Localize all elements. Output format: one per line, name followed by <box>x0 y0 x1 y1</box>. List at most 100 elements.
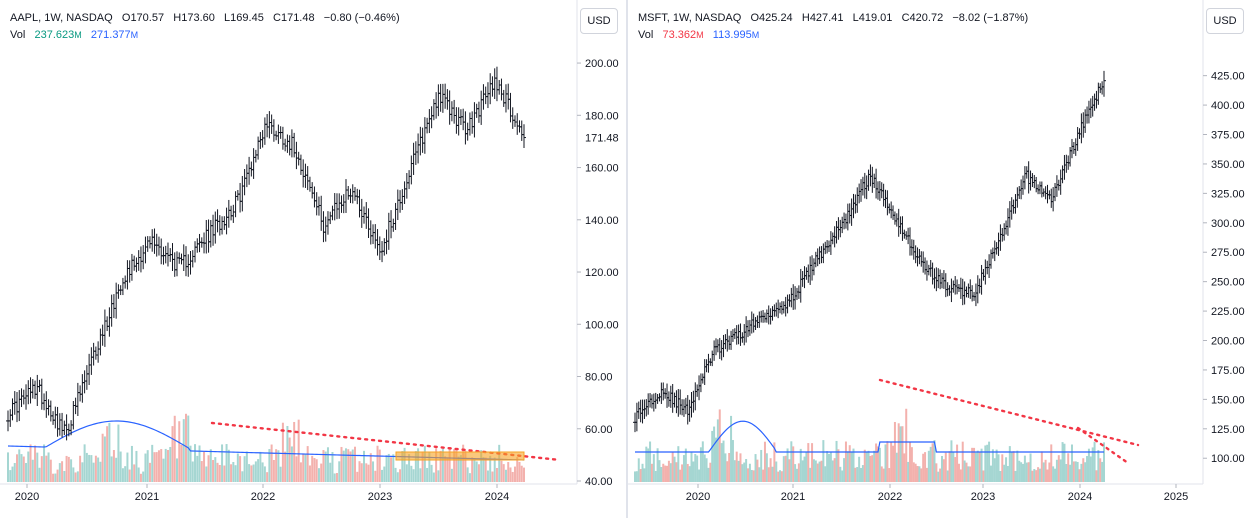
volume-bar <box>157 450 160 482</box>
volume-bar <box>989 465 992 482</box>
y-tick-label: 275.00 <box>1211 247 1245 259</box>
volume-bar <box>858 456 861 482</box>
volume-bar <box>948 451 951 482</box>
volume-bar <box>482 457 485 482</box>
volume-bar <box>884 444 887 482</box>
aapl-low-value: 169.45 <box>230 12 264 24</box>
msft-chart-panel[interactable]: 425.00 400.00 375.00 350.00 325.00 300.00 275.… <box>628 0 1256 518</box>
volume-bar <box>27 451 30 482</box>
volume-bar <box>504 469 507 482</box>
volume-bar <box>878 447 881 482</box>
volume-bar <box>423 445 426 482</box>
volume-bar <box>1097 450 1100 482</box>
volume-bar <box>634 471 636 482</box>
y-tick-label: 200.00 <box>1211 336 1245 348</box>
volume-bar <box>792 446 795 482</box>
volume-bar <box>354 446 357 482</box>
x-tick-label: 2021 <box>135 491 159 503</box>
volume-bar <box>937 471 940 482</box>
volume-bar <box>464 450 467 482</box>
msft-symbol[interactable]: MSFT, 1W, NASDAQ <box>638 12 742 24</box>
volume-bar <box>844 441 847 482</box>
msft-open-label: O <box>750 12 760 24</box>
volume-bar <box>801 460 804 482</box>
volume-bar <box>450 468 453 482</box>
volume-bar <box>820 460 823 482</box>
volume-bar <box>988 441 991 482</box>
volume-bar <box>692 461 695 482</box>
volume-bar <box>645 446 648 482</box>
volume-bar <box>737 460 740 482</box>
volume-bar <box>892 445 895 482</box>
aapl-chart-canvas[interactable]: 200.00 180.00 160.00 140.00 120.00 100.00 80.0… <box>0 0 628 518</box>
volume-bar <box>432 472 435 482</box>
volume-bar <box>232 461 235 482</box>
volume-bar <box>340 446 343 482</box>
msft-high-value: 427.41 <box>809 12 844 24</box>
volume-bar <box>1103 442 1105 482</box>
volume-bar <box>1080 463 1083 482</box>
volume-bar <box>516 457 519 482</box>
aapl-chart-panel[interactable]: 200.00 180.00 160.00 140.00 120.00 100.00 80.0… <box>0 0 628 518</box>
volume-bar <box>1027 462 1030 482</box>
volume-bar <box>1074 461 1077 482</box>
volume-bar <box>387 453 390 482</box>
volume-bar <box>112 450 115 482</box>
volume-bar <box>901 426 904 482</box>
volume-bar <box>448 448 451 482</box>
volume-bar <box>79 455 82 482</box>
volume-bar <box>722 440 725 482</box>
aapl-vol-value: 237.623 <box>34 29 75 41</box>
volume-bar <box>194 444 197 482</box>
volume-bar <box>652 454 655 482</box>
volume-bar <box>376 445 379 482</box>
x-tick-label: 2025 <box>1164 491 1188 503</box>
volume-bar <box>769 458 772 482</box>
volume-bar <box>711 430 714 482</box>
volume-bar <box>180 444 183 482</box>
msft-close-label: C <box>901 12 910 24</box>
volume-bar <box>1048 462 1051 482</box>
volume-bar <box>430 464 433 482</box>
volume-bar <box>257 459 260 482</box>
volume-bar <box>910 447 913 482</box>
aapl-legend: AAPL, 1W, NASDAQ O170.57 H173.60 L169.45… <box>10 10 400 44</box>
volume-bar <box>480 450 483 482</box>
volume-bar <box>279 466 282 482</box>
volume-bar <box>641 463 644 482</box>
y-tick-label: 160.00 <box>585 163 619 175</box>
msft-chart-canvas[interactable]: 425.00 400.00 375.00 350.00 325.00 300.00 275.… <box>628 0 1256 518</box>
volume-bar <box>153 452 156 482</box>
volume-bar <box>18 449 21 482</box>
volume-bar <box>662 463 665 482</box>
msft-high-label: H <box>801 12 810 24</box>
volume-bar <box>128 469 131 482</box>
volume-bar <box>701 441 704 482</box>
volume-bar <box>347 449 350 482</box>
volume-bar <box>666 465 669 482</box>
volume-bar <box>741 464 744 482</box>
msft-low-value: 419.01 <box>858 12 893 24</box>
volume-bar <box>907 461 910 482</box>
aapl-currency-button[interactable]: USD <box>580 8 618 34</box>
msft-currency-button[interactable]: USD <box>1206 8 1244 34</box>
volume-bar <box>929 446 932 482</box>
trend-line <box>1076 426 1130 465</box>
volume-bar <box>1057 455 1060 482</box>
volume-bar <box>743 462 746 482</box>
volume-bar <box>991 449 994 482</box>
volume-bar <box>344 448 347 482</box>
volume-bar <box>758 467 761 482</box>
volume-bar <box>1029 453 1032 482</box>
volume-bar <box>175 458 178 482</box>
volume-bar <box>730 415 733 482</box>
volume-bar <box>861 465 864 482</box>
volume-bar <box>865 451 868 482</box>
volume-bar <box>805 452 808 482</box>
volume-bar <box>888 468 891 482</box>
x-tick-label: 2024 <box>485 491 509 503</box>
volume-bar <box>54 473 57 482</box>
volume-bar <box>828 453 831 482</box>
aapl-symbol[interactable]: AAPL, 1W, NASDAQ <box>10 12 113 24</box>
volume-bar <box>826 451 829 482</box>
